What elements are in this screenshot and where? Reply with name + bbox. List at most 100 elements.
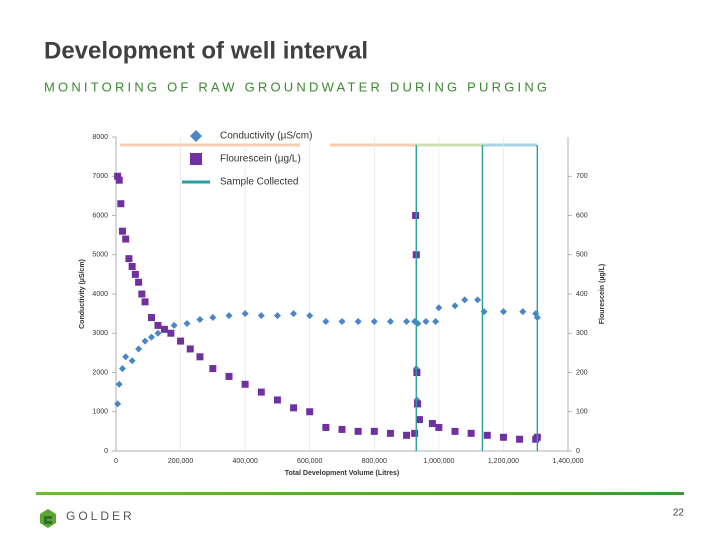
- y2-tick-label: 300: [576, 330, 588, 337]
- fluorescein-point: [411, 429, 419, 437]
- page-number: 22: [673, 508, 685, 519]
- fluorescein-point: [516, 435, 524, 443]
- fluorescein-point: [467, 429, 475, 437]
- fluorescein-point: [167, 329, 175, 337]
- y2-tick-label: 500: [576, 252, 588, 259]
- fluorescein-point: [322, 423, 330, 431]
- conductivity-point: [519, 308, 527, 316]
- conductivity-point: [225, 312, 233, 320]
- y2-tick-label: 100: [576, 409, 588, 416]
- conductivity-point: [499, 308, 507, 316]
- y2-tick-label: 200: [576, 369, 588, 376]
- y-tick-label: 1000: [92, 409, 108, 416]
- conductivity-point: [114, 400, 122, 408]
- conductivity-point: [403, 317, 411, 325]
- brand: GOLDER: [66, 509, 135, 523]
- conductivity-point: [154, 329, 162, 337]
- footer-rule: [36, 492, 684, 495]
- conductivity-point: [141, 337, 149, 345]
- fluorescein-point: [370, 427, 378, 435]
- conductivity-point: [306, 312, 314, 320]
- y2-axis-title: Flourescein (µg/L): [599, 264, 606, 324]
- conductivity-point: [370, 317, 378, 325]
- y-axis-title: Conductivity (µS/cm): [79, 259, 86, 329]
- x-axis-title: Total Development Volume (Litres): [285, 470, 399, 477]
- conductivity-point: [354, 317, 362, 325]
- conductivity-point: [122, 353, 130, 361]
- conductivity-point: [118, 365, 126, 373]
- fluorescein-point: [290, 404, 298, 412]
- legend-swatch: [190, 153, 202, 165]
- x-tick-label: 1,000,000: [423, 458, 454, 465]
- plot: 0 200,000 400,000 600,000 800,000 1,000,000 1,…: [79, 130, 606, 477]
- fluorescein-point: [483, 431, 491, 439]
- conductivity-point: [196, 316, 204, 324]
- fluorescein-point: [499, 433, 507, 441]
- fluorescein-point: [141, 298, 149, 306]
- y-tick-label: 8000: [92, 134, 108, 141]
- fluorescein-point: [354, 427, 362, 435]
- conductivity-point: [257, 312, 265, 320]
- conductivity-point: [241, 310, 249, 318]
- conductivity-point: [170, 321, 178, 329]
- conductivity-point: [338, 317, 346, 325]
- fluorescein-point: [154, 321, 162, 329]
- y-tick-label: 6000: [92, 212, 108, 219]
- fluorescein-point: [148, 314, 156, 322]
- y2-tick-label: 400: [576, 291, 588, 298]
- conductivity-point: [115, 380, 123, 388]
- fluorescein-point: [414, 400, 422, 408]
- fluorescein-point: [177, 337, 185, 345]
- x-tick-label: 600,000: [297, 458, 322, 465]
- conductivity-point: [290, 310, 298, 318]
- y2-tick-label: 0: [576, 448, 580, 455]
- fluorescein-point: [435, 423, 443, 431]
- fluorescein-point: [128, 263, 136, 271]
- y-tick-label: 0: [104, 448, 108, 455]
- fluorescein-point: [160, 325, 168, 333]
- y-tick-label: 5000: [92, 252, 108, 259]
- conductivity-point: [209, 314, 217, 322]
- y-tick-label: 3000: [92, 330, 108, 337]
- fluorescein-point: [451, 427, 459, 435]
- fluorescein-point: [403, 431, 411, 439]
- x-tick-label: 1,200,000: [488, 458, 519, 465]
- conductivity-point: [148, 333, 156, 341]
- fluorescein-point: [415, 416, 423, 424]
- y-tick-label: 4000: [92, 291, 108, 298]
- fluorescein-point: [306, 408, 314, 416]
- fluorescein-point: [118, 227, 126, 235]
- conductivity-point: [432, 317, 440, 325]
- y-tick-label: 7000: [92, 173, 108, 180]
- legend-swatch: [190, 130, 202, 142]
- fluorescein-point: [117, 200, 125, 208]
- y2-tick-label: 700: [576, 173, 588, 180]
- conductivity-point: [386, 317, 394, 325]
- slide-subtitle: MONITORING OF RAW GROUNDWATER DURING PUR…: [44, 79, 550, 94]
- conductivity-point: [435, 304, 443, 312]
- conductivity-point: [461, 296, 469, 304]
- logo: [40, 509, 56, 528]
- conductivity-point: [474, 296, 482, 304]
- fluorescein-point: [428, 420, 436, 428]
- fluorescein-point: [273, 396, 281, 404]
- fluorescein-point: [257, 388, 265, 396]
- conductivity-point: [451, 302, 459, 310]
- fluorescein-point: [186, 345, 194, 353]
- legend-label: Conductivity (µS/cm): [220, 131, 312, 142]
- y2-tick-label: 600: [576, 212, 588, 219]
- conductivity-point: [480, 308, 488, 316]
- fluorescein-point: [131, 270, 139, 278]
- fluorescein-point: [122, 235, 130, 243]
- conductivity-point: [422, 317, 430, 325]
- x-tick-label: 200,000: [168, 458, 193, 465]
- conductivity-point: [135, 345, 143, 353]
- fluorescein-point: [338, 425, 346, 433]
- fluorescein-point: [196, 353, 204, 361]
- fluorescein-point: [114, 172, 122, 180]
- legend-label: Flourescein (µg/L): [220, 154, 301, 165]
- conductivity-point: [322, 317, 330, 325]
- fluorescein-point: [386, 429, 394, 437]
